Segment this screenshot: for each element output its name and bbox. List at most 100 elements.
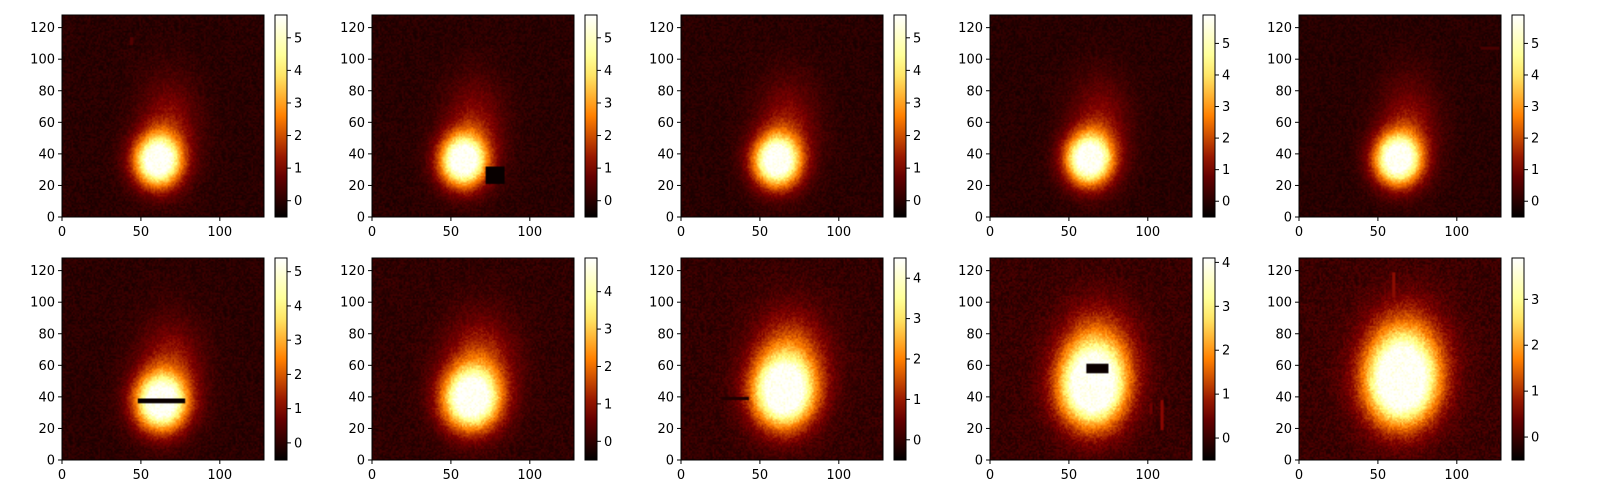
colorbar-tick-label: 1	[294, 402, 302, 417]
colorbar-tick-label: 2	[1531, 339, 1539, 354]
colorbar-tick-label: 0	[604, 435, 612, 450]
y-tick-label: 60	[38, 116, 55, 131]
colorbar-tick-label: 4	[294, 64, 302, 79]
y-tick-label: 120	[958, 264, 983, 279]
y-tick-label: 80	[657, 327, 674, 342]
y-tick-label: 20	[1275, 179, 1292, 194]
x-tick-label: 100	[1135, 468, 1160, 483]
y-tick-label: 60	[348, 359, 365, 374]
y-tick-label: 80	[1275, 327, 1292, 342]
colorbar-tick-label: 4	[1222, 68, 1230, 83]
y-tick-label: 120	[649, 21, 674, 36]
heatmap-image	[990, 15, 1192, 217]
x-tick-label: 50	[133, 225, 150, 240]
axes-frame	[680, 257, 884, 461]
colorbar	[274, 257, 288, 461]
y-tick-label: 0	[357, 454, 365, 469]
heatmap-panel-10: 0 50 100 0 20 40 60 80 100 120 0 1 2 3	[1267, 257, 1539, 483]
colorbar	[584, 257, 598, 461]
axes-frame	[1298, 14, 1502, 218]
axes-frame	[61, 257, 265, 461]
heatmap-panel-2: 0 50 100 0 20 40 60 80 100 120 0 1 2 3 4 5	[340, 14, 612, 240]
y-tick-label: 0	[975, 454, 983, 469]
x-tick-label: 0	[368, 468, 376, 483]
y-tick-label: 120	[1267, 264, 1292, 279]
x-tick-label: 50	[133, 468, 150, 483]
y-tick-label: 60	[1275, 116, 1292, 131]
colorbar-tick-label: 3	[913, 96, 921, 111]
x-tick-label: 0	[677, 225, 685, 240]
y-tick-label: 40	[38, 147, 55, 162]
colorbar-tick-label: 4	[604, 64, 612, 79]
heatmap-panel-6: 0 50 100 0 20 40 60 80 100 120 0 1 2 3 4 5	[30, 257, 302, 483]
colorbar-tick-label: 1	[1222, 163, 1230, 178]
y-tick-label: 100	[30, 296, 55, 311]
y-tick-label: 60	[348, 116, 365, 131]
y-tick-label: 60	[657, 359, 674, 374]
y-tick-label: 40	[657, 147, 674, 162]
colorbar-tick-label: 5	[913, 31, 921, 46]
colorbar-tick-label: 3	[1222, 100, 1230, 115]
colorbar-tick-label: 3	[913, 312, 921, 327]
y-tick-label: 20	[348, 422, 365, 437]
colorbar	[1202, 14, 1216, 218]
colorbar-tick-label: 0	[294, 194, 302, 209]
heatmap-image	[372, 15, 574, 217]
heatmap-image	[62, 15, 264, 217]
colorbar-tick-label: 1	[1531, 163, 1539, 178]
y-tick-label: 40	[1275, 390, 1292, 405]
y-tick-label: 80	[348, 327, 365, 342]
colorbar-tick-label: 5	[604, 31, 612, 46]
colorbar-tick-label: 0	[1222, 195, 1230, 210]
y-tick-label: 80	[1275, 84, 1292, 99]
colorbar-tick-label: 3	[294, 96, 302, 111]
y-tick-label: 80	[966, 327, 983, 342]
axes-frame	[989, 257, 1193, 461]
x-tick-label: 0	[1295, 225, 1303, 240]
y-tick-label: 120	[1267, 21, 1292, 36]
heatmap-panel-8: 0 50 100 0 20 40 60 80 100 120 0 1 2 3 4	[649, 257, 921, 483]
y-tick-label: 120	[30, 264, 55, 279]
y-tick-label: 120	[340, 21, 365, 36]
y-tick-label: 60	[966, 359, 983, 374]
colorbar-tick-label: 2	[913, 353, 921, 368]
y-tick-label: 60	[657, 116, 674, 131]
heatmap-image	[62, 258, 264, 460]
y-tick-label: 60	[38, 359, 55, 374]
y-tick-label: 40	[657, 390, 674, 405]
colorbar-tick-label: 4	[913, 64, 921, 79]
y-tick-label: 0	[666, 211, 674, 226]
colorbar-tick-label: 1	[913, 162, 921, 177]
x-tick-label: 50	[1370, 225, 1387, 240]
y-tick-label: 80	[38, 84, 55, 99]
colorbar-tick-label: 1	[604, 397, 612, 412]
heatmap-image	[990, 258, 1192, 460]
y-tick-label: 0	[975, 211, 983, 226]
heatmap-image	[681, 258, 883, 460]
colorbar-tick-label: 1	[294, 162, 302, 177]
x-tick-label: 100	[1444, 468, 1469, 483]
colorbar-tick-label: 3	[604, 96, 612, 111]
y-tick-label: 20	[966, 422, 983, 437]
x-tick-label: 100	[517, 225, 542, 240]
y-tick-label: 60	[966, 116, 983, 131]
x-tick-label: 50	[752, 468, 769, 483]
y-tick-label: 0	[1284, 211, 1292, 226]
colorbar-tick-label: 4	[1222, 256, 1230, 271]
y-tick-label: 40	[966, 390, 983, 405]
heatmap-panel-3: 0 50 100 0 20 40 60 80 100 120 0 1 2 3 4 5	[649, 14, 921, 240]
colorbar-tick-label: 1	[913, 393, 921, 408]
axes-frame	[680, 14, 884, 218]
y-tick-label: 100	[649, 53, 674, 68]
colorbar-tick-label: 0	[913, 433, 921, 448]
x-tick-label: 50	[1061, 468, 1078, 483]
colorbar	[893, 257, 907, 461]
heatmap-panel-1: 0 50 100 0 20 40 60 80 100 120 0 1 2 3 4 5	[30, 14, 302, 240]
y-tick-label: 100	[1267, 296, 1292, 311]
colorbar-tick-label: 2	[604, 129, 612, 144]
colorbar-tick-label: 0	[294, 436, 302, 451]
x-tick-label: 100	[826, 468, 851, 483]
heatmap-panel-5: 0 50 100 0 20 40 60 80 100 120 0 1 2 3 4 5	[1267, 14, 1539, 240]
colorbar-tick-label: 1	[1531, 385, 1539, 400]
